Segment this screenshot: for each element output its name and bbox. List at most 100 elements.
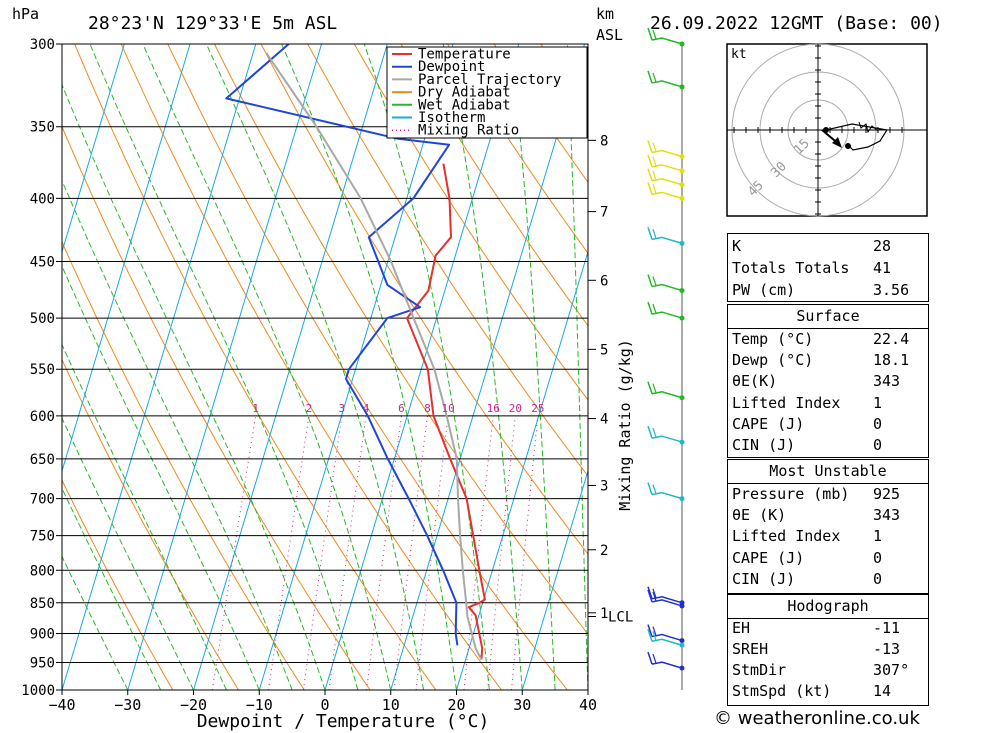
wind-barb-icon — [651, 80, 683, 88]
most-unstable-label: CIN (J) — [732, 570, 796, 588]
mixing-ratio-label: 10 — [442, 402, 455, 415]
isotherm — [324, 44, 520, 690]
wind-barb-icon — [647, 624, 653, 637]
dry-adiabat — [447, 44, 588, 255]
wind-barb-icon — [652, 72, 657, 83]
most-unstable-table: Most Unstable Pressure (mb) 925 θE (K) 3… — [727, 459, 929, 594]
index-value: 28 — [873, 237, 892, 255]
x-tick-label: −20 — [180, 696, 207, 714]
x-axis-title: Dewpoint / Temperature (°C) — [197, 711, 490, 732]
dry-adiabat — [120, 44, 502, 690]
height-tick-label: 3 — [600, 478, 608, 494]
surface-label: Temp (°C) — [732, 330, 814, 348]
wind-barb-icon — [647, 425, 653, 439]
wind-barb-icon — [651, 638, 683, 646]
mixing-ratio-label: 25 — [531, 402, 544, 415]
surface-row: θE(K) 343 — [732, 371, 924, 392]
wet-adiabat — [442, 44, 523, 690]
index-label: Totals Totals — [732, 259, 850, 277]
wind-barb-icon — [647, 381, 653, 394]
height-tick-label: 8 — [600, 133, 608, 149]
wind-barb-icon — [647, 629, 653, 642]
mixing-ratio-label: 20 — [509, 402, 522, 415]
wind-profile — [647, 27, 685, 690]
x-tick-label: −10 — [246, 696, 273, 714]
hodograph: kt 15 30 45 — [726, 43, 928, 217]
x-tick-label: 20 — [447, 696, 465, 714]
hodograph-table: Hodograph EH -11 SREH -13 StmDir 307° St… — [727, 594, 929, 706]
most-unstable-title: Most Unstable — [769, 462, 887, 480]
x-tick-label: −40 — [48, 696, 75, 714]
surface-label: Dewp (°C) — [732, 351, 814, 369]
mixing-ratio-label: 8 — [424, 402, 431, 415]
hodograph-trace — [825, 123, 888, 151]
wind-barb-icon — [651, 236, 683, 245]
wind-barb-icon — [647, 227, 653, 240]
legend-label: Mixing Ratio — [418, 123, 519, 139]
wet-adiabat — [510, 44, 556, 690]
hodograph-table-row: StmSpd (kt) 14 — [732, 681, 924, 702]
wet-adiabat — [62, 487, 162, 690]
hodograph-table-row: EH -11 — [732, 618, 924, 639]
wind-barb-icon — [651, 599, 683, 607]
most-unstable-value: 343 — [873, 506, 901, 524]
wind-barb-icon — [647, 651, 653, 665]
legend-label: Wet Adiabat — [418, 97, 511, 113]
pressure-unit-label: hPa — [12, 5, 39, 23]
y-tick-label: 500 — [30, 311, 55, 327]
mixing-ratio-line — [366, 415, 402, 690]
copyright-credit[interactable]: © weatheronline.co.uk — [714, 708, 920, 729]
hodograph-trace-upper — [858, 121, 879, 134]
wind-barb-icon — [647, 589, 653, 603]
wind-barb-icon — [647, 586, 653, 600]
mixing-ratio-label: 3 — [339, 402, 346, 415]
legend-label: Dewpoint — [418, 59, 485, 75]
wet-adiabat — [62, 555, 129, 690]
indices-row-totals: Totals Totals 41 — [732, 258, 924, 279]
wet-adiabat — [567, 44, 588, 690]
isotherm — [258, 44, 454, 690]
mixing-ratio-label: 1 — [252, 402, 259, 415]
hodograph-unit: kt — [731, 47, 747, 62]
dry-adiabat — [960, 44, 1000, 690]
y-tick-label: 700 — [30, 492, 55, 508]
wind-barb-icon — [652, 383, 657, 393]
legend-label: Dry Adiabat — [418, 85, 511, 101]
height-tick-label: 6 — [600, 273, 608, 289]
index-label: PW (cm) — [732, 281, 796, 299]
mixing-ratio-labels: 1 2 3 4 6 8 10 16 20 25 — [252, 402, 544, 415]
most-unstable-row: Lifted Index 1 — [732, 526, 924, 547]
datetime-title: 26.09.2022 12GMT (Base: 00) — [650, 13, 943, 34]
most-unstable-divider — [728, 483, 928, 484]
most-unstable-label: θE (K) — [732, 506, 787, 524]
hodograph-table-value: -13 — [873, 640, 901, 658]
dry-adiabat — [167, 44, 568, 690]
wind-barb-icon — [651, 311, 683, 319]
hodograph-table-value: 307° — [873, 661, 910, 679]
most-unstable-value: 0 — [873, 549, 883, 567]
legend-box — [386, 46, 588, 139]
hodograph-table-value: 14 — [873, 682, 892, 700]
wind-barb-icon — [652, 156, 657, 167]
wind-barb-icon — [651, 435, 683, 443]
height-tick-label: 5 — [600, 342, 608, 358]
wind-barb-icon — [652, 303, 657, 314]
wind-barb-icon — [652, 170, 657, 180]
wind-barb-icon — [647, 301, 653, 315]
hodograph-table-divider — [728, 618, 928, 619]
surface-row: Dewp (°C) 18.1 — [732, 350, 924, 371]
surface-label: CIN (J) — [732, 436, 796, 454]
profile-lines — [225, 44, 486, 661]
mixing-ratio-label: 2 — [306, 402, 313, 415]
surface-label: Lifted Index — [732, 394, 841, 412]
indices-table: K 28 Totals Totals 41 PW (cm) 3.56 — [727, 233, 929, 302]
most-unstable-label: Lifted Index — [732, 527, 841, 545]
isotherm — [62, 44, 191, 473]
y-tick-label: 1000 — [21, 683, 55, 699]
wind-barb-icon — [651, 191, 683, 200]
surface-table: Surface Temp (°C) 22.4 Dewp (°C) 18.1 θE… — [727, 304, 929, 458]
wind-barb-icon — [651, 37, 683, 45]
isotherm — [521, 469, 588, 690]
hodograph-table-value: -11 — [873, 619, 901, 637]
